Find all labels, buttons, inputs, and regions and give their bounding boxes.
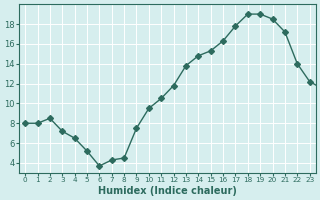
X-axis label: Humidex (Indice chaleur): Humidex (Indice chaleur): [98, 186, 237, 196]
